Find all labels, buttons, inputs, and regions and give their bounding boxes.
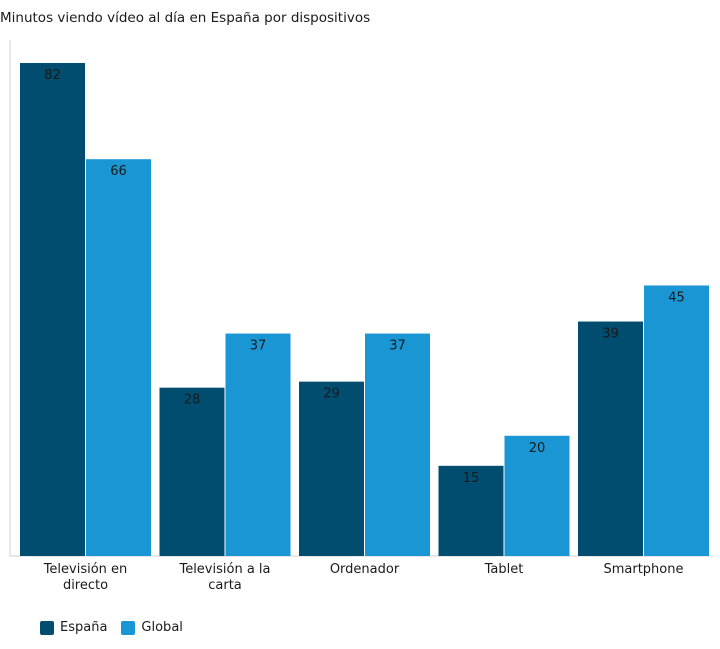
bar-global-smartphone[interactable] (644, 285, 709, 556)
legend-label-global: Global (141, 620, 183, 635)
bar-espana-tablet[interactable] (438, 465, 504, 556)
x-tick-label-television-en-directo: Televisión en directo (43, 562, 128, 593)
data-label-espana-television-a-la-carta: 28 (184, 393, 201, 408)
data-label-global-ordenador: 37 (389, 339, 406, 354)
legend-label-espana: España (60, 620, 108, 635)
labels-layer: 82 66 Televisión en directo 28 37 Televisión a… (43, 68, 685, 593)
data-label-espana-smartphone: 39 (602, 327, 619, 342)
data-label-global-television-en-directo: 66 (110, 164, 127, 179)
data-label-global-smartphone: 45 (668, 290, 685, 305)
bars-layer (20, 63, 709, 556)
legend-swatch-global (121, 620, 136, 635)
data-label-espana-ordenador: 29 (323, 387, 340, 402)
bar-espana-television-a-la-carta[interactable] (159, 387, 225, 556)
legend-item-global[interactable]: Global (121, 620, 183, 635)
bar-global-ordenador[interactable] (365, 333, 430, 556)
data-label-global-tablet: 20 (529, 441, 546, 456)
bar-espana-ordenador[interactable] (299, 381, 364, 556)
x-tick-label-ordenador: Ordenador (330, 562, 400, 577)
legend-swatch-espana (40, 620, 54, 635)
legend: España Global (40, 620, 183, 635)
bar-espana-television-en-directo[interactable] (20, 63, 85, 556)
bar-espana-smartphone[interactable] (578, 321, 643, 556)
x-tick-label-smartphone: Smartphone (603, 562, 683, 577)
x-tick-label-tablet: Tablet (484, 562, 524, 577)
bar-global-tablet[interactable] (504, 435, 570, 556)
data-label-espana-television-en-directo: 82 (44, 68, 61, 83)
legend-item-espana[interactable]: España (40, 620, 107, 635)
bar-global-television-a-la-carta[interactable] (225, 333, 291, 556)
data-label-global-television-a-la-carta: 37 (250, 339, 267, 354)
data-label-espana-tablet: 15 (463, 471, 480, 486)
bar-global-television-en-directo[interactable] (86, 159, 151, 556)
x-tick-label-television-a-la-carta: Televisión a la carta (178, 562, 270, 593)
chart-title: Minutos viendo vídeo al día en España po… (0, 10, 371, 26)
